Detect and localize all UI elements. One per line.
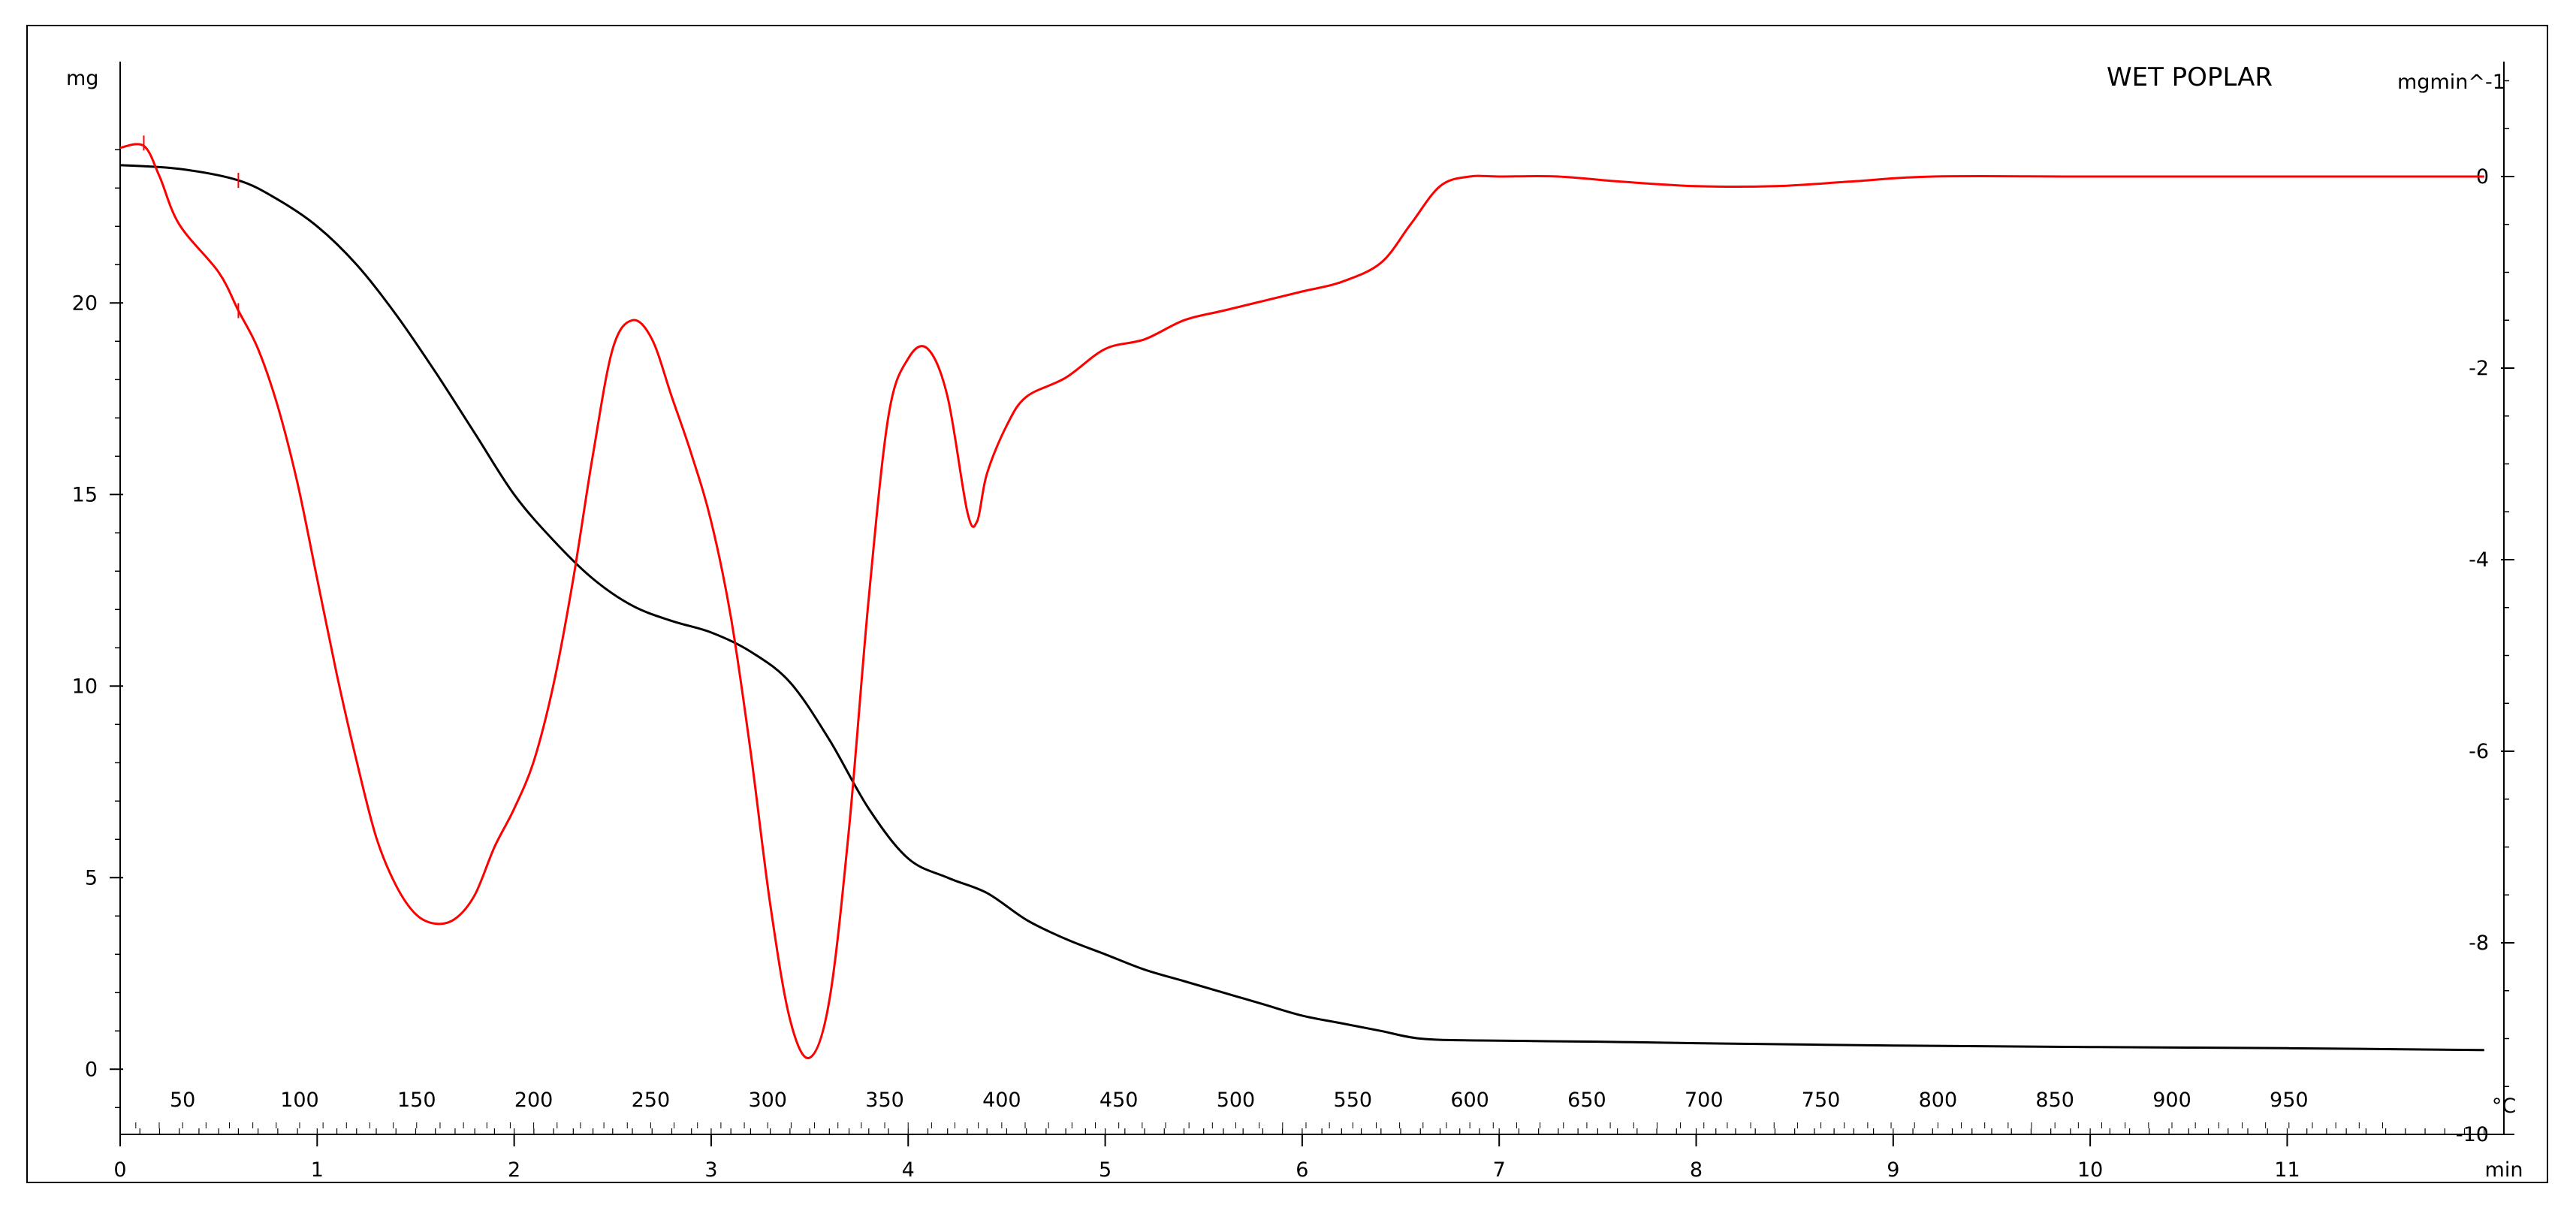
left-tick-label: 0 — [85, 1058, 98, 1081]
left-tick-label: 5 — [85, 866, 98, 889]
left-tick-label: 15 — [72, 483, 98, 506]
time-tick-label: 2 — [508, 1158, 520, 1182]
mass-curve — [119, 164, 2484, 1052]
tick-labels: 0 5 10 15 200 -2 -4 -6 -8 -10 0 1 2 3 4 5 6 7 8 9 10 11 50 100 1… — [72, 165, 2489, 1182]
right-tick-label: -4 — [2469, 548, 2489, 572]
temperature-tick-label: 800 — [1919, 1089, 1958, 1112]
temperature-tick-label: 900 — [2152, 1089, 2191, 1112]
time-axis-unit: min — [2485, 1158, 2523, 1182]
time-tick-label: 6 — [1296, 1158, 1308, 1182]
temperature-tick-label: 50 — [170, 1089, 195, 1112]
outer-frame — [26, 25, 2548, 1183]
left-tick-label: 20 — [72, 291, 98, 315]
temperature-tick-label: 200 — [514, 1089, 554, 1112]
temperature-tick-label: 450 — [1099, 1089, 1139, 1112]
temperature-tick-label: 300 — [748, 1089, 787, 1112]
temperature-tick-label: 700 — [1685, 1089, 1724, 1112]
temperature-tick-label: 600 — [1450, 1089, 1489, 1112]
time-tick-label: 3 — [704, 1158, 717, 1182]
time-tick-label: 4 — [902, 1158, 915, 1182]
temperature-tick-label: 400 — [982, 1089, 1021, 1112]
left-axis-unit: mg — [66, 67, 98, 90]
right-tick-label: -10 — [2456, 1123, 2489, 1146]
temperature-tick-label: 550 — [1334, 1089, 1373, 1112]
axes — [119, 62, 2505, 1135]
temperature-tick-label: 750 — [1802, 1089, 1841, 1112]
temperature-tick-label: 950 — [2270, 1089, 2309, 1112]
series-lines — [119, 135, 2484, 1059]
time-tick-label: 10 — [2077, 1158, 2103, 1182]
time-tick-label: 8 — [1690, 1158, 1703, 1182]
time-tick-label: 9 — [1887, 1158, 1899, 1182]
right-tick-label: -8 — [2469, 932, 2489, 955]
temperature-tick-label: 500 — [1217, 1089, 1256, 1112]
right-tick-label: -2 — [2469, 357, 2489, 380]
temperature-tick-label: 250 — [632, 1089, 671, 1112]
temperature-tick-label: 850 — [2035, 1089, 2074, 1112]
time-tick-label: 0 — [113, 1158, 126, 1182]
temperature-tick-label: 150 — [397, 1089, 436, 1112]
time-tick-label: 5 — [1099, 1158, 1112, 1182]
dtg-curve — [119, 143, 2484, 1059]
right-tick-label: -6 — [2469, 740, 2489, 763]
temperature-tick-label: 100 — [280, 1089, 319, 1112]
time-tick-label: 11 — [2274, 1158, 2300, 1182]
tick-marks — [110, 80, 2514, 1146]
temperature-tick-label: 650 — [1567, 1089, 1606, 1112]
chart-title: WET POPLAR — [2107, 62, 2273, 92]
temperature-tick-label: 350 — [865, 1089, 904, 1112]
time-tick-label: 7 — [1493, 1158, 1506, 1182]
left-tick-label: 10 — [72, 675, 98, 698]
time-tick-label: 1 — [311, 1158, 324, 1182]
right-axis-unit: mgmin^-1 — [2397, 71, 2505, 94]
